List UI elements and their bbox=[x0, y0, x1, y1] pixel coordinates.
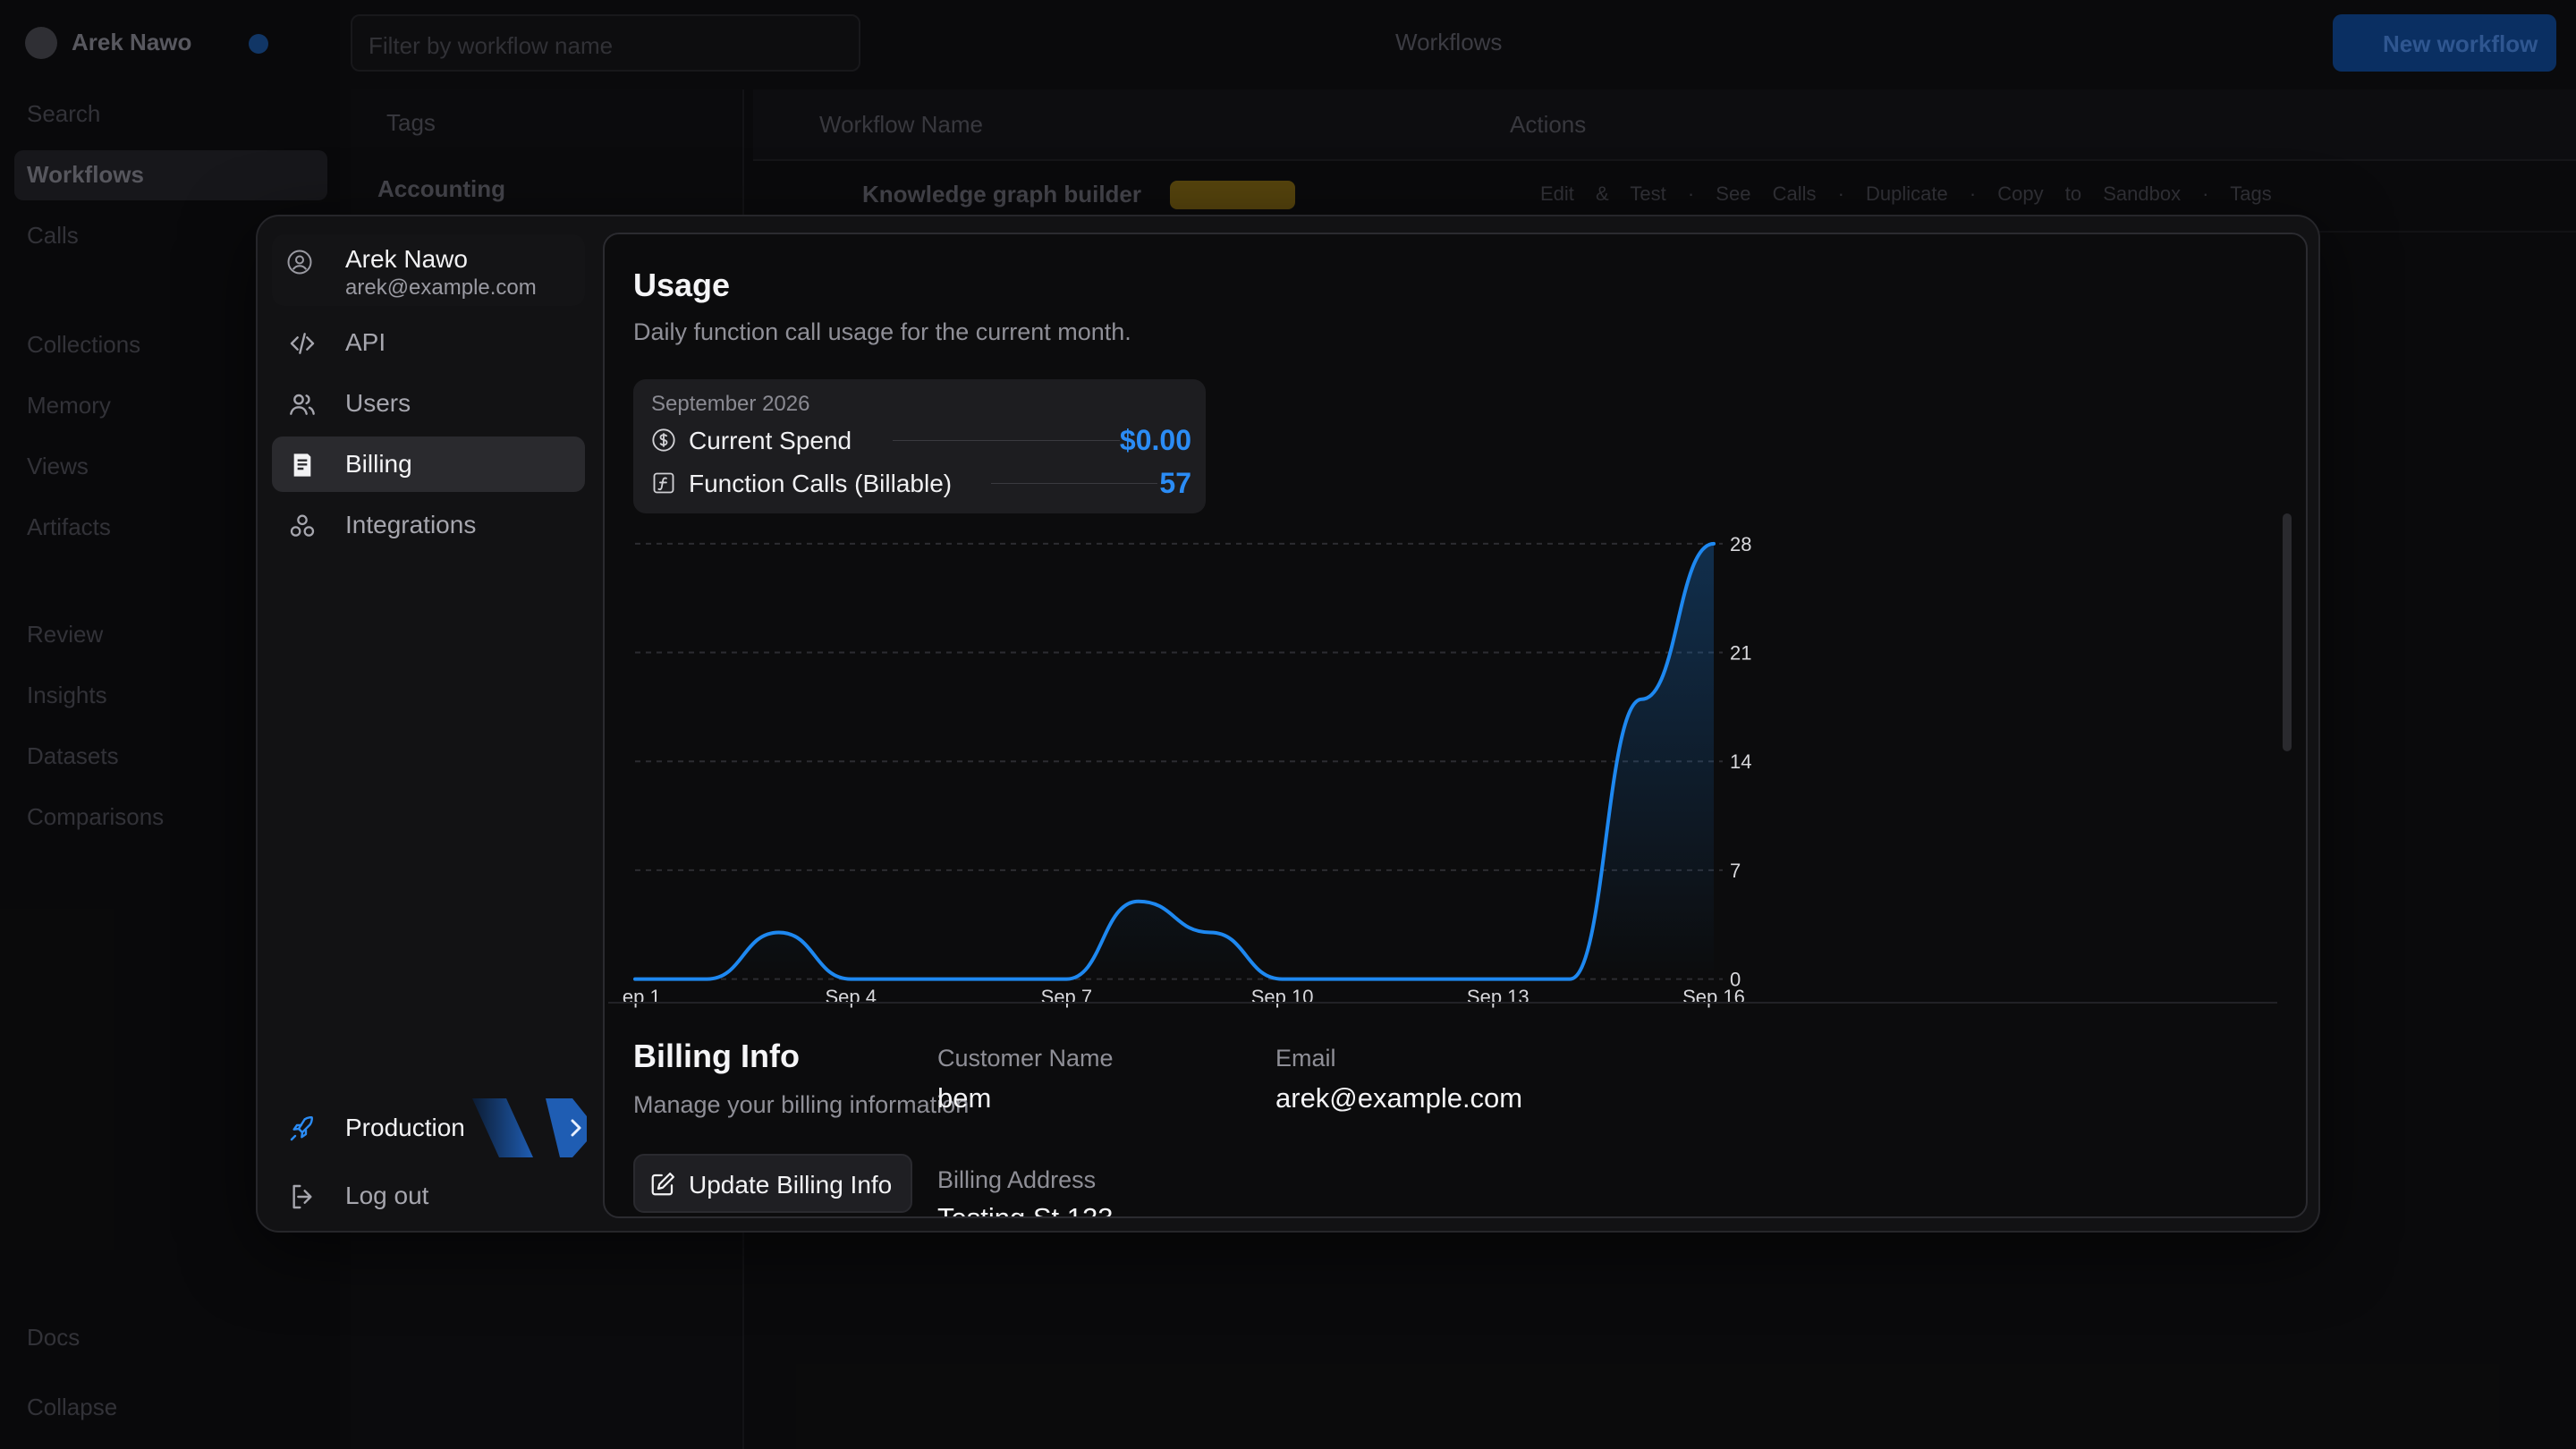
x-tick-label: Sep 10 bbox=[1251, 986, 1314, 1008]
bg-row-actions: Edit & Test · See Calls · Duplicate · Co… bbox=[1540, 182, 2272, 205]
x-tick-label: Sep 7 bbox=[1041, 986, 1093, 1008]
receipt-icon bbox=[293, 453, 311, 477]
current-spend-row: Current Spend $0.00 bbox=[651, 424, 1191, 456]
x-tick-label: Sep 4 bbox=[825, 986, 877, 1008]
environment-switcher[interactable]: Production bbox=[272, 1098, 587, 1157]
usage-subtitle: Daily function call usage for the curren… bbox=[633, 318, 1131, 345]
billing-info-subtitle: Manage your billing information bbox=[633, 1091, 970, 1118]
bg-nav-views: Views bbox=[27, 453, 89, 479]
usage-line bbox=[633, 541, 1716, 981]
settings-modal: Arek Nawo arek@example.com API Users Bil… bbox=[256, 215, 2320, 1233]
content-scrollbar[interactable] bbox=[2283, 513, 2292, 751]
profile-card[interactable]: Arek Nawo arek@example.com bbox=[272, 234, 585, 306]
x-tick-label: Sep 16 bbox=[1682, 986, 1745, 1008]
update-billing-info-label: Update Billing Info bbox=[689, 1171, 893, 1199]
bg-filter-placeholder: Filter by workflow name bbox=[369, 32, 614, 59]
x-tick-label: Sep 13 bbox=[1467, 986, 1530, 1008]
bg-nav-insights: Insights bbox=[27, 682, 107, 708]
billing-info-title: Billing Info bbox=[633, 1038, 800, 1074]
function-calls-row: Function Calls (Billable) 57 bbox=[651, 467, 1191, 499]
leader-line bbox=[991, 483, 1157, 484]
edit-icon bbox=[651, 1173, 674, 1196]
bg-nav-comparisons: Comparisons bbox=[27, 803, 165, 830]
workspace-name: Arek Nawo bbox=[72, 29, 192, 55]
workspace-avatar bbox=[25, 27, 57, 59]
code-icon bbox=[290, 333, 315, 354]
profile-name: Arek Nawo bbox=[345, 245, 468, 273]
current-spend-value: $0.00 bbox=[1119, 424, 1191, 456]
environment-chevron-icon bbox=[472, 1098, 587, 1157]
email-label: Email bbox=[1275, 1045, 1336, 1072]
billing-address-label: Billing Address bbox=[937, 1166, 1097, 1193]
logout-icon bbox=[292, 1184, 312, 1209]
workspace-status-dot bbox=[249, 34, 268, 54]
x-tick-label: Sep 1 bbox=[623, 986, 661, 1008]
billing-content-panel[interactable]: Usage Daily function call usage for the … bbox=[603, 233, 2308, 1218]
bg-row-name: Knowledge graph builder bbox=[862, 181, 1142, 208]
bg-center-label: Workflows bbox=[1395, 29, 1503, 55]
y-tick-label: 21 bbox=[1730, 642, 1751, 665]
bg-col-name: Workflow Name bbox=[819, 111, 984, 138]
current-spend-label: Current Spend bbox=[689, 427, 852, 454]
usage-month: September 2026 bbox=[651, 392, 810, 416]
menu-item-api[interactable]: API bbox=[272, 315, 585, 370]
user-circle-icon bbox=[287, 250, 312, 275]
update-billing-info-button[interactable]: Update Billing Info bbox=[633, 1154, 912, 1213]
y-axis-ticks: 0 7 14 21 28 bbox=[1730, 533, 1751, 991]
bg-filter-input: Filter by workflow name bbox=[351, 14, 860, 72]
bg-row-badge bbox=[1170, 181, 1295, 209]
bg-nav-collapse: Collapse bbox=[27, 1394, 118, 1420]
menu-item-users[interactable]: Users bbox=[272, 376, 585, 431]
bg-nav-calls: Calls bbox=[27, 222, 79, 249]
menu-item-billing[interactable]: Billing bbox=[272, 436, 585, 492]
bg-tag-item: Accounting bbox=[377, 175, 505, 202]
rocket-icon bbox=[290, 1116, 313, 1141]
email-value: arek@example.com bbox=[1275, 1082, 1523, 1114]
y-tick-label: 28 bbox=[1730, 533, 1751, 555]
bg-nav-datasets: Datasets bbox=[27, 742, 119, 769]
customer-name-value: bem bbox=[937, 1082, 992, 1114]
x-axis-ticks: Sep 1 Sep 4 Sep 7 Sep 10 Sep 13 Sep 16 bbox=[623, 986, 1745, 1008]
bg-nav-memory: Memory bbox=[27, 392, 111, 419]
logout-button[interactable]: Log out bbox=[272, 1172, 585, 1222]
billing-address-value: Testing St 123 bbox=[937, 1202, 1114, 1218]
customer-name-label: Customer Name bbox=[937, 1045, 1114, 1072]
usage-summary-card: September 2026 Current Spend $0.00 Funct… bbox=[633, 379, 1206, 513]
y-tick-label: 14 bbox=[1730, 750, 1751, 773]
usage-title: Usage bbox=[633, 267, 731, 303]
bg-nav-collections: Collections bbox=[27, 331, 141, 358]
bg-tags-title: Tags bbox=[386, 109, 436, 136]
menu-item-label: API bbox=[345, 328, 386, 356]
bg-new-workflow-button: New workflow bbox=[2333, 14, 2556, 72]
bg-nav-docs: Docs bbox=[27, 1324, 80, 1351]
bg-nav-artifacts: Artifacts bbox=[27, 513, 111, 540]
bg-nav-active-highlight bbox=[14, 150, 327, 200]
function-icon bbox=[653, 472, 674, 494]
section-divider bbox=[608, 1002, 2277, 1004]
y-tick-label: 0 bbox=[1730, 969, 1741, 991]
users-icon bbox=[290, 394, 315, 415]
profile-email: arek@example.com bbox=[345, 275, 537, 300]
y-tick-label: 7 bbox=[1730, 860, 1741, 882]
integrations-icon bbox=[290, 514, 315, 537]
menu-item-label: Billing bbox=[345, 450, 412, 478]
function-calls-label: Function Calls (Billable) bbox=[689, 470, 953, 497]
dollar-circle-icon bbox=[652, 428, 675, 452]
bg-nav-review: Review bbox=[27, 621, 104, 648]
logout-label: Log out bbox=[345, 1182, 429, 1209]
bg-table-header: Workflow Name Actions bbox=[753, 89, 2576, 161]
environment-label: Production bbox=[345, 1114, 465, 1141]
function-calls-value: 57 bbox=[1159, 467, 1191, 499]
menu-item-integrations[interactable]: Integrations bbox=[272, 497, 585, 553]
usage-area bbox=[635, 543, 1714, 979]
menu-item-label: Integrations bbox=[345, 511, 477, 538]
bg-nav-workflows: Workflows bbox=[27, 161, 144, 188]
chart-grid bbox=[635, 542, 1723, 980]
leader-line bbox=[893, 440, 1120, 441]
bg-new-workflow-label: New workflow bbox=[2383, 30, 2538, 57]
bg-col-actions: Actions bbox=[1510, 111, 1587, 138]
bg-nav-search: Search bbox=[27, 100, 101, 127]
menu-item-label: Users bbox=[345, 389, 411, 417]
